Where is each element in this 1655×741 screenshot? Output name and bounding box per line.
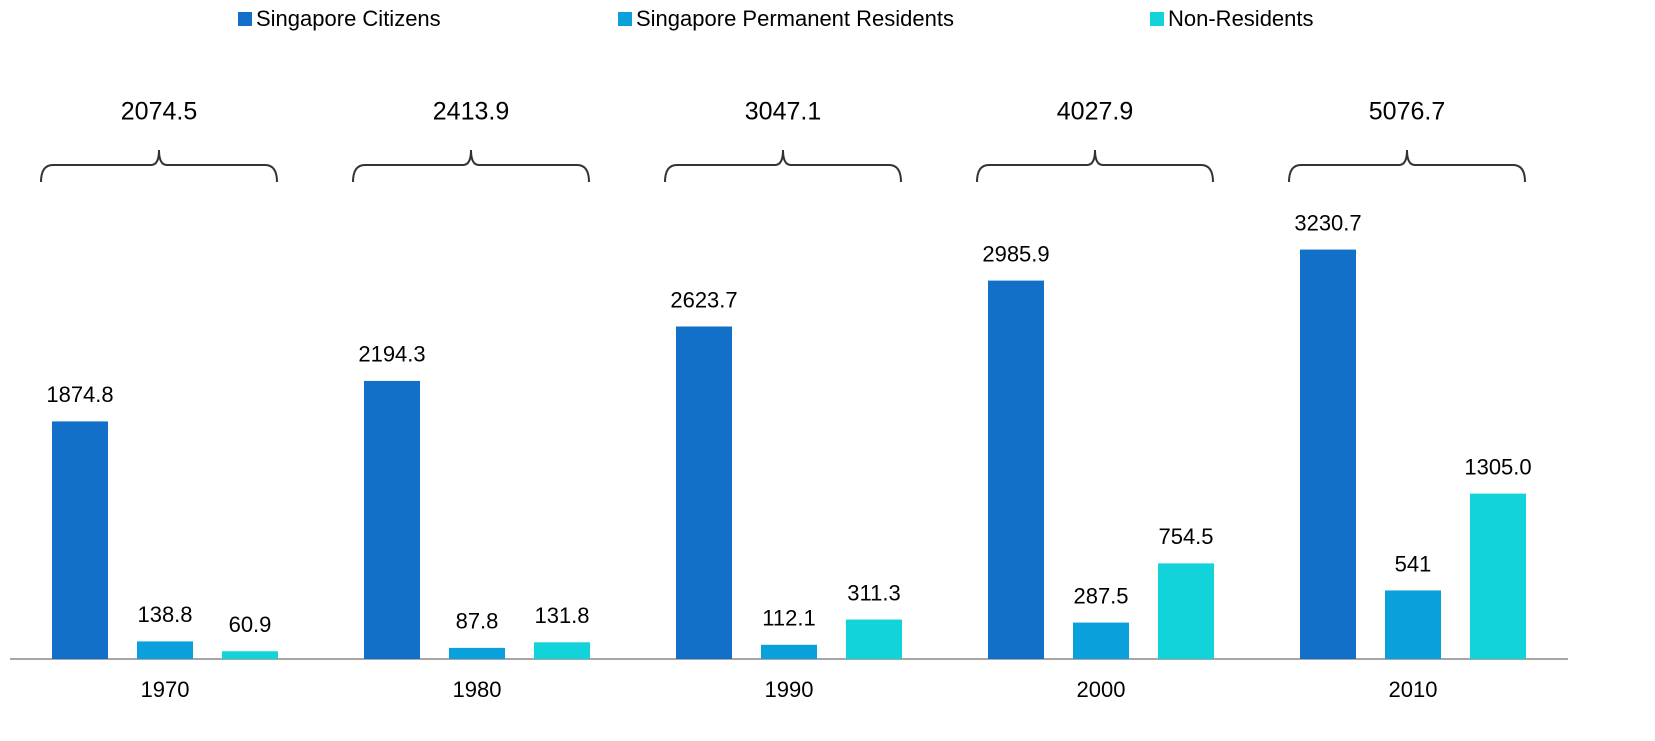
legend-swatch: [618, 12, 632, 26]
bar: [1470, 493, 1526, 659]
legend-swatch: [238, 12, 252, 26]
legend-label: Non-Residents: [1168, 6, 1314, 31]
value-label: 287.5: [1073, 583, 1128, 608]
total-label: 2413.9: [433, 98, 509, 126]
value-label: 2623.7: [670, 287, 737, 312]
value-label: 60.9: [229, 612, 272, 637]
value-label: 2194.3: [358, 342, 425, 367]
bar: [1300, 249, 1356, 659]
total-label: 2074.5: [121, 98, 197, 126]
x-tick-label: 2000: [1077, 677, 1126, 702]
total-label: 3047.1: [745, 98, 821, 126]
bar: [1158, 563, 1214, 659]
value-label: 138.8: [137, 602, 192, 627]
bar: [137, 641, 193, 659]
value-label: 112.1: [762, 606, 815, 631]
value-label: 2985.9: [982, 241, 1049, 266]
value-label: 87.8: [456, 609, 499, 634]
bar: [52, 421, 108, 659]
bar: [1385, 590, 1441, 659]
legend-label: Singapore Citizens: [256, 6, 441, 31]
x-tick-label: 1980: [453, 677, 502, 702]
bar: [988, 280, 1044, 659]
bar: [222, 651, 278, 659]
value-label: 311.3: [847, 580, 900, 605]
value-label: 1874.8: [46, 382, 113, 407]
value-label: 131.8: [534, 603, 589, 628]
bar: [449, 647, 505, 659]
legend-swatch: [1150, 12, 1164, 26]
x-tick-label: 1990: [765, 677, 814, 702]
bracket: [352, 149, 590, 183]
value-label: 754.5: [1158, 524, 1213, 549]
bar: [676, 326, 732, 659]
x-tick-label: 2010: [1389, 677, 1438, 702]
value-label: 541: [1395, 551, 1432, 576]
bar: [1073, 622, 1129, 659]
bracket: [976, 149, 1214, 183]
x-tick-label: 1970: [141, 677, 190, 702]
total-label: 5076.7: [1369, 98, 1445, 126]
bracket: [1288, 149, 1526, 183]
value-label: 3230.7: [1294, 210, 1361, 235]
bar: [761, 644, 817, 659]
bar: [846, 619, 902, 659]
bracket: [664, 149, 902, 183]
bracket: [40, 149, 278, 183]
bar: [364, 380, 420, 659]
legend-label: Singapore Permanent Residents: [636, 6, 954, 31]
value-label: 1305.0: [1464, 454, 1531, 479]
bar: [534, 642, 590, 659]
total-label: 4027.9: [1057, 98, 1133, 126]
